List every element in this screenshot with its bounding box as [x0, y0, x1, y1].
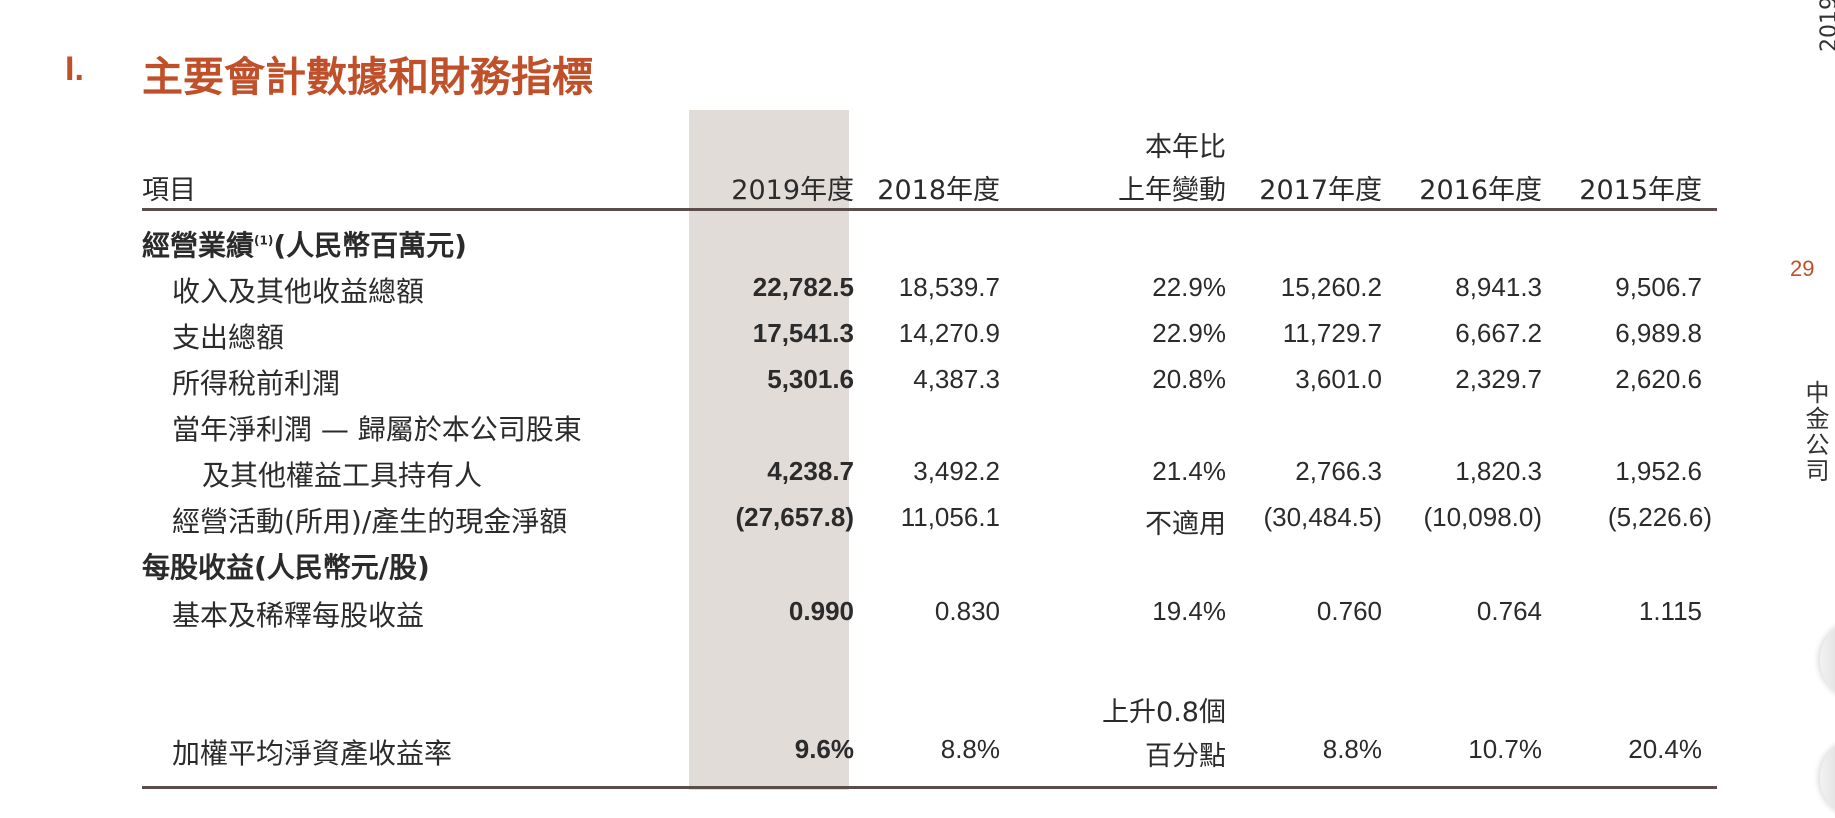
- cell-change: 百分點: [1145, 741, 1226, 772]
- cell-2015: 9,506.7: [1615, 272, 1702, 302]
- page-number: 29: [1790, 256, 1815, 281]
- cell-2016: 1,820.3: [1455, 456, 1542, 486]
- table-row: 加權平均淨資產收益率 9.6% 8.8% 百分點 8.8% 10.7% 20.4…: [142, 730, 1717, 776]
- section-number: I.: [65, 50, 84, 88]
- category-row: 經營業績(1)(人民幣百萬元): [142, 222, 1717, 268]
- row-label: 支出總額: [172, 321, 285, 354]
- cell-2016: 6,667.2: [1455, 318, 1542, 348]
- cell-2016: 2,329.7: [1455, 364, 1542, 394]
- cell-2018: 18,539.7: [898, 272, 1000, 302]
- table-row-label-continuation: 當年淨利潤 — 歸屬於本公司股東: [142, 406, 1717, 452]
- cell-2015: 6,989.8: [1615, 318, 1702, 348]
- table-row: 所得稅前利潤 5,301.6 4,387.3 20.8% 3,601.0 2,3…: [142, 360, 1717, 406]
- cell-2015: 20.4%: [1628, 734, 1702, 764]
- report-year-label: 2019年報: [1817, 0, 1835, 52]
- row-label: 及其他權益工具持有人: [202, 459, 483, 492]
- financial-indicators-table: 項目 2019年度 2018年度 本年比 上年變動 2017年度 2016年度 …: [142, 110, 1717, 810]
- highlight-column-2019: [689, 110, 849, 790]
- cell-change: 21.4%: [1152, 456, 1226, 486]
- cell-2017: 15,260.2: [1280, 272, 1382, 302]
- table-row: 基本及稀釋每股收益 0.990 0.830 19.4% 0.760 0.764 …: [142, 592, 1717, 638]
- header-change-line1: 本年比: [1145, 132, 1226, 163]
- bottom-rule: [142, 786, 1717, 789]
- cell-2016: 8,941.3: [1455, 272, 1542, 302]
- cell-2019: 17,541.3: [752, 318, 854, 348]
- cell-2019: 5,301.6: [767, 364, 854, 394]
- section-title: 主要會計數據和財務指標: [142, 53, 593, 101]
- header-rule: [142, 208, 1717, 211]
- cell-change: 20.8%: [1152, 364, 1226, 394]
- row-label-line1: 當年淨利潤 — 歸屬於本公司股東: [172, 413, 582, 446]
- header-item: 項目: [142, 175, 196, 206]
- header-change-line2: 上年變動: [1118, 175, 1226, 206]
- cell-2019: 9.6%: [794, 734, 854, 764]
- cell-2016: 10.7%: [1468, 734, 1542, 764]
- header-2017: 2017年度: [1259, 175, 1382, 206]
- table-row-change-continuation: 上升0.8個: [142, 686, 1717, 732]
- cell-2016: 0.764: [1476, 596, 1542, 626]
- cell-2015: 1,952.6: [1615, 456, 1702, 486]
- cell-2019: 0.990: [788, 596, 854, 626]
- cell-2018: 8.8%: [940, 734, 1000, 764]
- footnote-marker: (1): [254, 233, 274, 248]
- cell-2018: 11,056.1: [900, 502, 1000, 532]
- table-row: 支出總額 17,541.3 14,270.9 22.9% 11,729.7 6,…: [142, 314, 1717, 360]
- cell-2019: (27,657.8): [735, 502, 854, 532]
- cell-2019: 22,782.5: [752, 272, 854, 302]
- row-label: 經營活動(所用)/產生的現金淨額: [172, 505, 568, 538]
- cell-2017: 11,729.7: [1282, 318, 1382, 348]
- row-label: 基本及稀釋每股收益: [172, 599, 425, 632]
- cell-2015: (5,226.6): [1607, 502, 1712, 532]
- header-2018: 2018年度: [877, 175, 1000, 206]
- cell-2018: 14,270.9: [898, 318, 1000, 348]
- category-label: 每股收益(人民幣元/股): [142, 551, 430, 584]
- cell-change-line1: 上升0.8個: [1102, 697, 1226, 728]
- cell-2017: 8.8%: [1322, 734, 1382, 764]
- cell-2017: 3,601.0: [1295, 364, 1382, 394]
- cell-2017: 0.760: [1316, 596, 1382, 626]
- cell-2015: 1.115: [1638, 596, 1702, 626]
- table-row: 及其他權益工具持有人 4,238.7 3,492.2 21.4% 2,766.3…: [142, 452, 1717, 498]
- row-label: 加權平均淨資產收益率: [172, 737, 453, 770]
- row-label: 所得稅前利潤: [172, 367, 341, 400]
- category-row: 每股收益(人民幣元/股): [142, 544, 1717, 590]
- header-2015: 2015年度: [1579, 175, 1702, 206]
- table-row: 收入及其他收益總額 22,782.5 18,539.7 22.9% 15,260…: [142, 268, 1717, 314]
- cell-2017: 2,766.3: [1295, 456, 1382, 486]
- cell-2019: 4,238.7: [767, 456, 854, 486]
- cell-2017: (30,484.5): [1263, 502, 1382, 532]
- cell-change: 不適用: [1145, 509, 1226, 540]
- cell-2018: 0.830: [934, 596, 1000, 626]
- category-label: 經營業績(1)(人民幣百萬元): [142, 229, 467, 262]
- cell-2016: (10,098.0): [1423, 502, 1542, 532]
- cell-2015: 2,620.6: [1615, 364, 1702, 394]
- header-2016: 2016年度: [1419, 175, 1542, 206]
- cell-change: 22.9%: [1152, 318, 1226, 348]
- cell-2018: 4,387.3: [913, 364, 1000, 394]
- table-row: 經營活動(所用)/產生的現金淨額 (27,657.8) 11,056.1 不適用…: [142, 498, 1717, 544]
- row-label: 收入及其他收益總額: [172, 275, 425, 308]
- cell-change: 19.4%: [1152, 596, 1226, 626]
- header-2019: 2019年度: [731, 175, 854, 206]
- page-curl: [1820, 738, 1835, 818]
- cell-change: 22.9%: [1152, 272, 1226, 302]
- page-curl: [1820, 620, 1835, 700]
- cell-2018: 3,492.2: [913, 456, 1000, 486]
- company-name: 中金公司: [1801, 380, 1829, 484]
